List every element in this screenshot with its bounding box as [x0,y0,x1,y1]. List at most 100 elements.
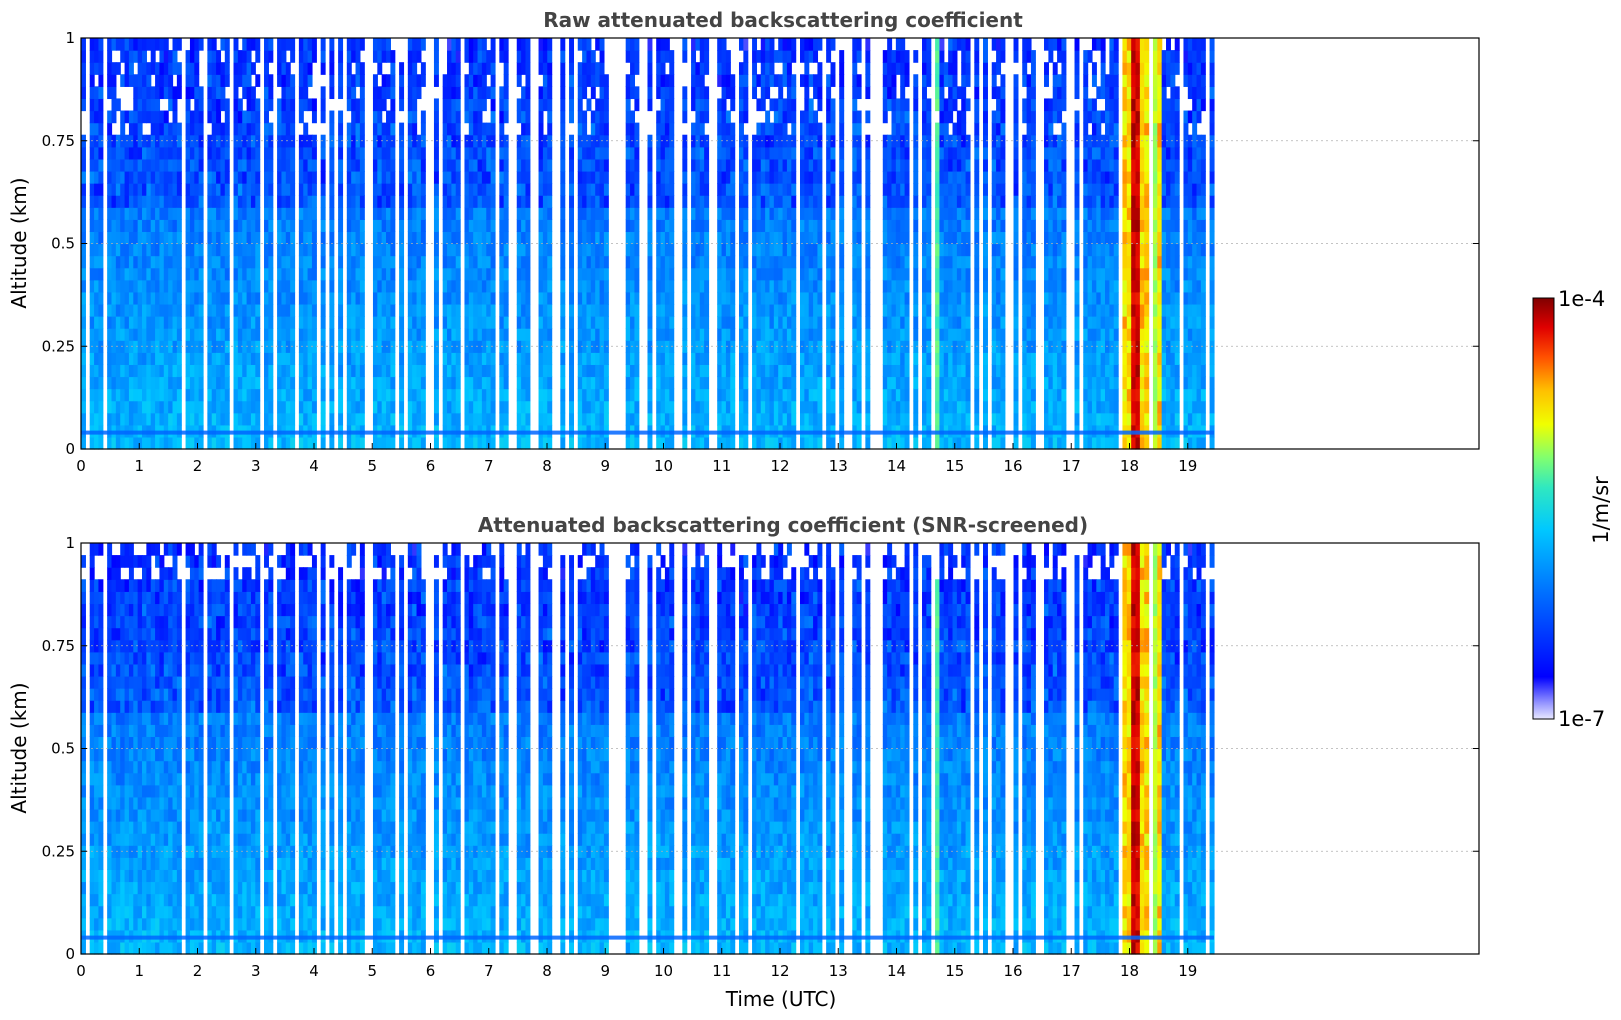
heatmap-cell [782,231,788,245]
heatmap-cell [351,170,357,184]
heatmap-cell [481,243,487,257]
heatmap-cell [150,352,156,365]
heatmap-cell [778,122,784,136]
heatmap-cell [420,400,426,414]
heatmap-cell [595,412,601,426]
heatmap-cell [542,303,548,317]
heatmap-cell [691,183,697,196]
heatmap-cell [738,62,744,75]
heatmap-cell [791,50,797,63]
heatmap-cell [738,231,744,245]
heatmap-cell [220,74,226,87]
heatmap-cell [338,146,344,160]
heatmap-cell [89,170,95,184]
heatmap-cell [682,158,688,172]
heatmap-cell [996,86,1002,100]
heatmap-cell [372,195,378,208]
heatmap-cell [974,122,980,136]
heatmap-cell [477,255,483,269]
heatmap-cell [277,243,283,257]
heatmap-cell [808,50,814,63]
heatmap-cell [630,243,636,257]
heatmap-cell [926,255,932,269]
heatmap-cell [98,303,104,317]
heatmap-cell [887,158,893,172]
heatmap-cell [956,183,962,196]
heatmap-cell [773,158,779,172]
heatmap-cell [355,122,361,136]
heatmap-cell [490,255,496,269]
heatmap-cell [329,400,335,414]
heatmap-cell [778,158,784,172]
heatmap-cell [189,388,195,402]
heatmap-cell [965,231,971,245]
heatmap-cell [961,62,967,75]
heatmap-cell [891,183,897,196]
heatmap-cell [447,412,452,426]
heatmap-cell [163,219,169,233]
heatmap-cell [830,170,836,184]
heatmap-cell [98,291,104,305]
heatmap-cell [939,146,945,160]
heatmap-cell [159,110,165,124]
heatmap-cell [813,207,819,220]
heatmap-cell [477,291,483,305]
heatmap-cell [407,146,413,160]
heatmap-cell [983,170,988,184]
heatmap-cell [965,376,971,390]
heatmap-cell [351,110,357,124]
heatmap-cell [630,376,636,390]
heatmap-cell [935,376,941,390]
heatmap-cell [155,110,161,124]
heatmap-cell [669,267,675,281]
heatmap-cell [786,134,792,148]
heatmap-cell [250,400,256,414]
heatmap-cell [176,328,182,341]
heatmap-cell [242,231,248,245]
heatmap-cell [813,110,819,124]
heatmap-cell [939,376,945,390]
heatmap-cell [577,400,583,414]
heatmap-cell [81,50,86,63]
heatmap-cell [516,364,522,378]
heatmap-cell [603,170,609,184]
heatmap-cell [390,50,396,63]
heatmap-cell [442,158,448,172]
heatmap-cell [647,340,653,353]
heatmap-cell [237,316,243,329]
heatmap-cell [900,231,906,245]
heatmap-cell [81,255,86,269]
heatmap-cell [839,388,845,402]
heatmap-cell [451,183,457,196]
heatmap-cell [338,50,344,63]
heatmap-cell [233,352,239,365]
heatmap-cell [386,376,391,390]
heatmap-cell [163,243,169,257]
heatmap-cell [311,316,317,329]
heatmap-cell [399,291,405,305]
heatmap-cell [882,316,888,329]
heatmap-cell [211,267,217,281]
heatmap-cell [377,146,383,160]
heatmap-cell [778,340,784,353]
heatmap-cell [965,183,971,196]
heatmap-cell [451,303,457,317]
heatmap-cell [778,86,784,100]
heatmap-cell [808,158,814,172]
heatmap-cell [704,364,710,378]
heatmap-cell [281,388,287,402]
heatmap-cell [168,158,174,172]
heatmap-cell [216,62,222,75]
heatmap-cell [246,110,252,124]
heatmap-cell [590,400,596,414]
heatmap-cell [246,195,252,208]
heatmap-cell [372,158,378,172]
heatmap-cell [473,328,479,341]
heatmap-cell [207,303,213,317]
heatmap-cell [704,158,710,172]
heatmap-cell [856,340,862,353]
heatmap-cell [107,195,113,208]
heatmap-cell [237,62,243,75]
heatmap-cell [804,243,810,257]
heatmap-cell [268,376,274,390]
